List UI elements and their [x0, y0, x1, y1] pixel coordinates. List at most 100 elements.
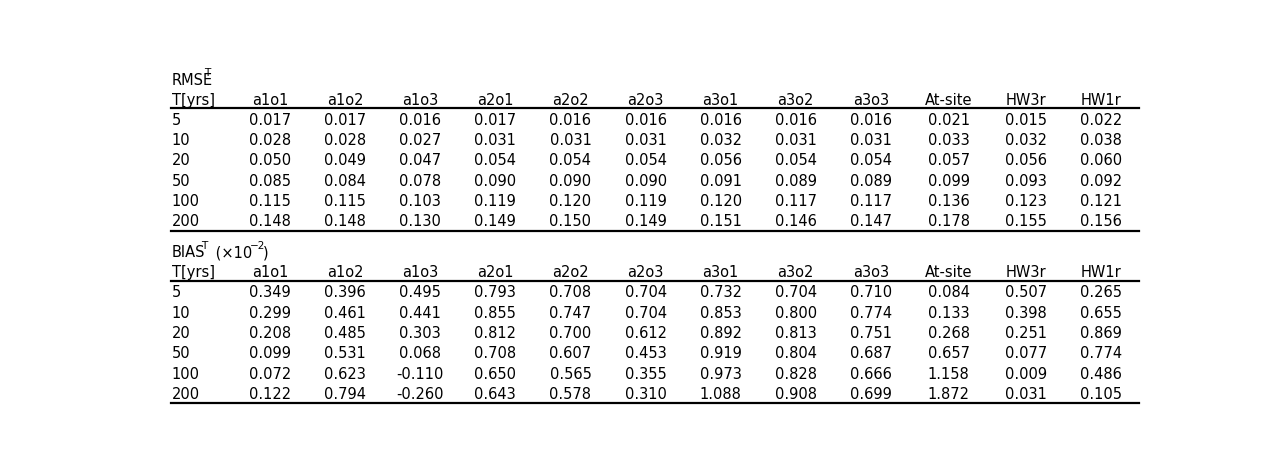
Text: 0.084: 0.084 [928, 285, 970, 300]
Text: T: T [201, 241, 207, 251]
Text: a2o1: a2o1 [477, 265, 513, 280]
Text: 0.578: 0.578 [549, 387, 591, 402]
Text: At-site: At-site [925, 93, 972, 108]
Text: a3o1: a3o1 [703, 265, 738, 280]
Text: 0.068: 0.068 [399, 347, 441, 361]
Text: 0.650: 0.650 [474, 367, 516, 382]
Text: 0.060: 0.060 [1080, 153, 1122, 168]
Text: 0.117: 0.117 [850, 194, 892, 209]
Text: T: T [205, 68, 211, 78]
Text: a3o2: a3o2 [778, 265, 813, 280]
Text: 0.699: 0.699 [850, 387, 892, 402]
Text: 0.105: 0.105 [1080, 387, 1122, 402]
Text: 0.774: 0.774 [850, 306, 892, 321]
Text: 0.031: 0.031 [549, 133, 591, 148]
Text: ): ) [263, 246, 269, 260]
Text: 0.115: 0.115 [324, 194, 366, 209]
Text: 0.531: 0.531 [324, 347, 366, 361]
Text: 0.115: 0.115 [249, 194, 291, 209]
Text: 0.268: 0.268 [928, 326, 970, 341]
Text: 0.120: 0.120 [699, 194, 742, 209]
Text: 0.103: 0.103 [399, 194, 441, 209]
Text: 100: 100 [172, 194, 200, 209]
Text: 1.088: 1.088 [700, 387, 741, 402]
Text: 0.090: 0.090 [474, 174, 516, 189]
Text: 0.612: 0.612 [624, 326, 666, 341]
Text: 0.085: 0.085 [249, 174, 291, 189]
Text: 100: 100 [172, 367, 200, 382]
Text: 0.149: 0.149 [624, 214, 666, 230]
Text: 0.022: 0.022 [1080, 113, 1122, 128]
Text: 0.056: 0.056 [1005, 153, 1047, 168]
Text: 0.150: 0.150 [549, 214, 591, 230]
Text: 0.732: 0.732 [700, 285, 742, 300]
Text: 10: 10 [172, 133, 191, 148]
Text: 0.853: 0.853 [700, 306, 741, 321]
Text: 0.017: 0.017 [474, 113, 516, 128]
Text: 0.049: 0.049 [324, 153, 366, 168]
Text: T[yrs]: T[yrs] [172, 93, 215, 108]
Text: 0.033: 0.033 [928, 133, 970, 148]
Text: 0.710: 0.710 [850, 285, 892, 300]
Text: 0.148: 0.148 [249, 214, 291, 230]
Text: 0.708: 0.708 [549, 285, 591, 300]
Text: 0.047: 0.047 [399, 153, 441, 168]
Text: 5: 5 [172, 113, 180, 128]
Text: 0.072: 0.072 [249, 367, 291, 382]
Text: 0.813: 0.813 [775, 326, 817, 341]
Text: 0.149: 0.149 [474, 214, 516, 230]
Text: 0.973: 0.973 [700, 367, 741, 382]
Text: 0.009: 0.009 [1005, 367, 1047, 382]
Text: 10: 10 [172, 306, 191, 321]
Text: 0.031: 0.031 [850, 133, 892, 148]
Text: 0.031: 0.031 [474, 133, 516, 148]
Text: 0.031: 0.031 [1005, 387, 1047, 402]
Text: 0.657: 0.657 [928, 347, 970, 361]
Text: 0.017: 0.017 [324, 113, 366, 128]
Text: 0.038: 0.038 [1080, 133, 1122, 148]
Text: 0.136: 0.136 [928, 194, 970, 209]
Text: 0.054: 0.054 [624, 153, 666, 168]
Text: 0.155: 0.155 [1005, 214, 1047, 230]
Text: 0.855: 0.855 [474, 306, 516, 321]
Text: 0.077: 0.077 [1005, 347, 1047, 361]
Text: a1o1: a1o1 [252, 93, 289, 108]
Text: 0.017: 0.017 [249, 113, 291, 128]
Text: 0.089: 0.089 [775, 174, 817, 189]
Text: 0.089: 0.089 [850, 174, 892, 189]
Text: a1o2: a1o2 [327, 93, 364, 108]
Text: 0.054: 0.054 [775, 153, 817, 168]
Text: 50: 50 [172, 174, 191, 189]
Text: 0.908: 0.908 [775, 387, 817, 402]
Text: 200: 200 [172, 214, 200, 230]
Text: 0.486: 0.486 [1080, 367, 1122, 382]
Text: 0.919: 0.919 [700, 347, 741, 361]
Text: HW1r: HW1r [1082, 93, 1122, 108]
Text: 0.151: 0.151 [700, 214, 741, 230]
Text: 0.099: 0.099 [249, 347, 291, 361]
Text: a1o3: a1o3 [402, 93, 438, 108]
Text: 200: 200 [172, 387, 200, 402]
Text: 0.123: 0.123 [1005, 194, 1047, 209]
Text: 0.623: 0.623 [324, 367, 366, 382]
Text: a2o1: a2o1 [477, 93, 513, 108]
Text: 0.156: 0.156 [1080, 214, 1122, 230]
Text: a2o2: a2o2 [552, 265, 588, 280]
Text: 0.495: 0.495 [399, 285, 441, 300]
Text: 0.032: 0.032 [700, 133, 742, 148]
Text: HW3r: HW3r [1005, 265, 1046, 280]
Text: 0.021: 0.021 [928, 113, 970, 128]
Text: 0.119: 0.119 [624, 194, 666, 209]
Text: 0.120: 0.120 [549, 194, 591, 209]
Text: 0.704: 0.704 [624, 306, 666, 321]
Text: 0.147: 0.147 [850, 214, 892, 230]
Text: 20: 20 [172, 326, 191, 341]
Text: a3o2: a3o2 [778, 93, 813, 108]
Text: 0.054: 0.054 [549, 153, 591, 168]
Text: HW1r: HW1r [1082, 265, 1122, 280]
Text: 0.130: 0.130 [399, 214, 441, 230]
Text: 5: 5 [172, 285, 180, 300]
Text: 0.016: 0.016 [399, 113, 441, 128]
Text: (×10: (×10 [211, 246, 253, 260]
Text: 1.158: 1.158 [928, 367, 970, 382]
